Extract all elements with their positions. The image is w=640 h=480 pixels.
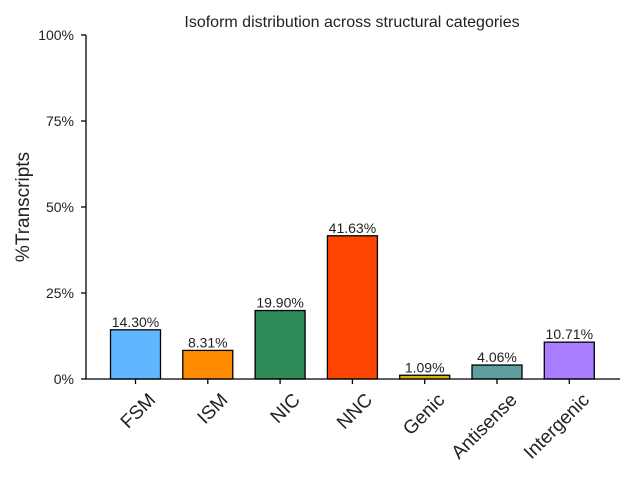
y-tick-label: 50%	[46, 199, 74, 215]
y-tick-label: 25%	[46, 285, 74, 301]
bar-nnc	[326, 235, 379, 380]
bar-intergenic	[543, 341, 595, 380]
x-tick-label: NNC	[333, 390, 377, 434]
bar-antisense	[471, 364, 523, 380]
data-label: 1.09%	[405, 359, 445, 375]
bars-layer	[109, 235, 595, 380]
y-tick-label: 0%	[54, 371, 74, 387]
data-label: 4.06%	[477, 349, 517, 365]
bar-ism	[182, 349, 234, 380]
data-label: 10.71%	[546, 326, 593, 342]
x-tick-label: ISM	[194, 390, 233, 429]
y-axis-ticks: 0% 25% 50% 75% 100%	[38, 27, 86, 387]
x-tick-label: Intergenic	[520, 390, 594, 464]
y-tick-label: 100%	[38, 27, 74, 43]
bar-fsm	[109, 329, 162, 380]
x-tick-label: NIC	[267, 390, 305, 428]
x-tick-label: Antisense	[448, 390, 522, 464]
y-axis-label: %Transcripts	[13, 152, 34, 262]
bar-nic	[254, 309, 306, 380]
data-labels-layer: 14.30% 8.31% 19.90% 41.63% 1.09% 4.06% 10.71%	[112, 220, 593, 375]
x-tick-label: Genic	[399, 390, 449, 440]
data-label: 41.63%	[329, 220, 376, 236]
chart-title: Isoform distribution across structural c…	[184, 14, 519, 31]
data-label: 8.31%	[188, 334, 228, 350]
x-tick-label: FSM	[117, 390, 160, 433]
data-label: 14.30%	[112, 314, 159, 330]
y-tick-label: 75%	[46, 113, 74, 129]
data-label: 19.90%	[256, 295, 303, 311]
